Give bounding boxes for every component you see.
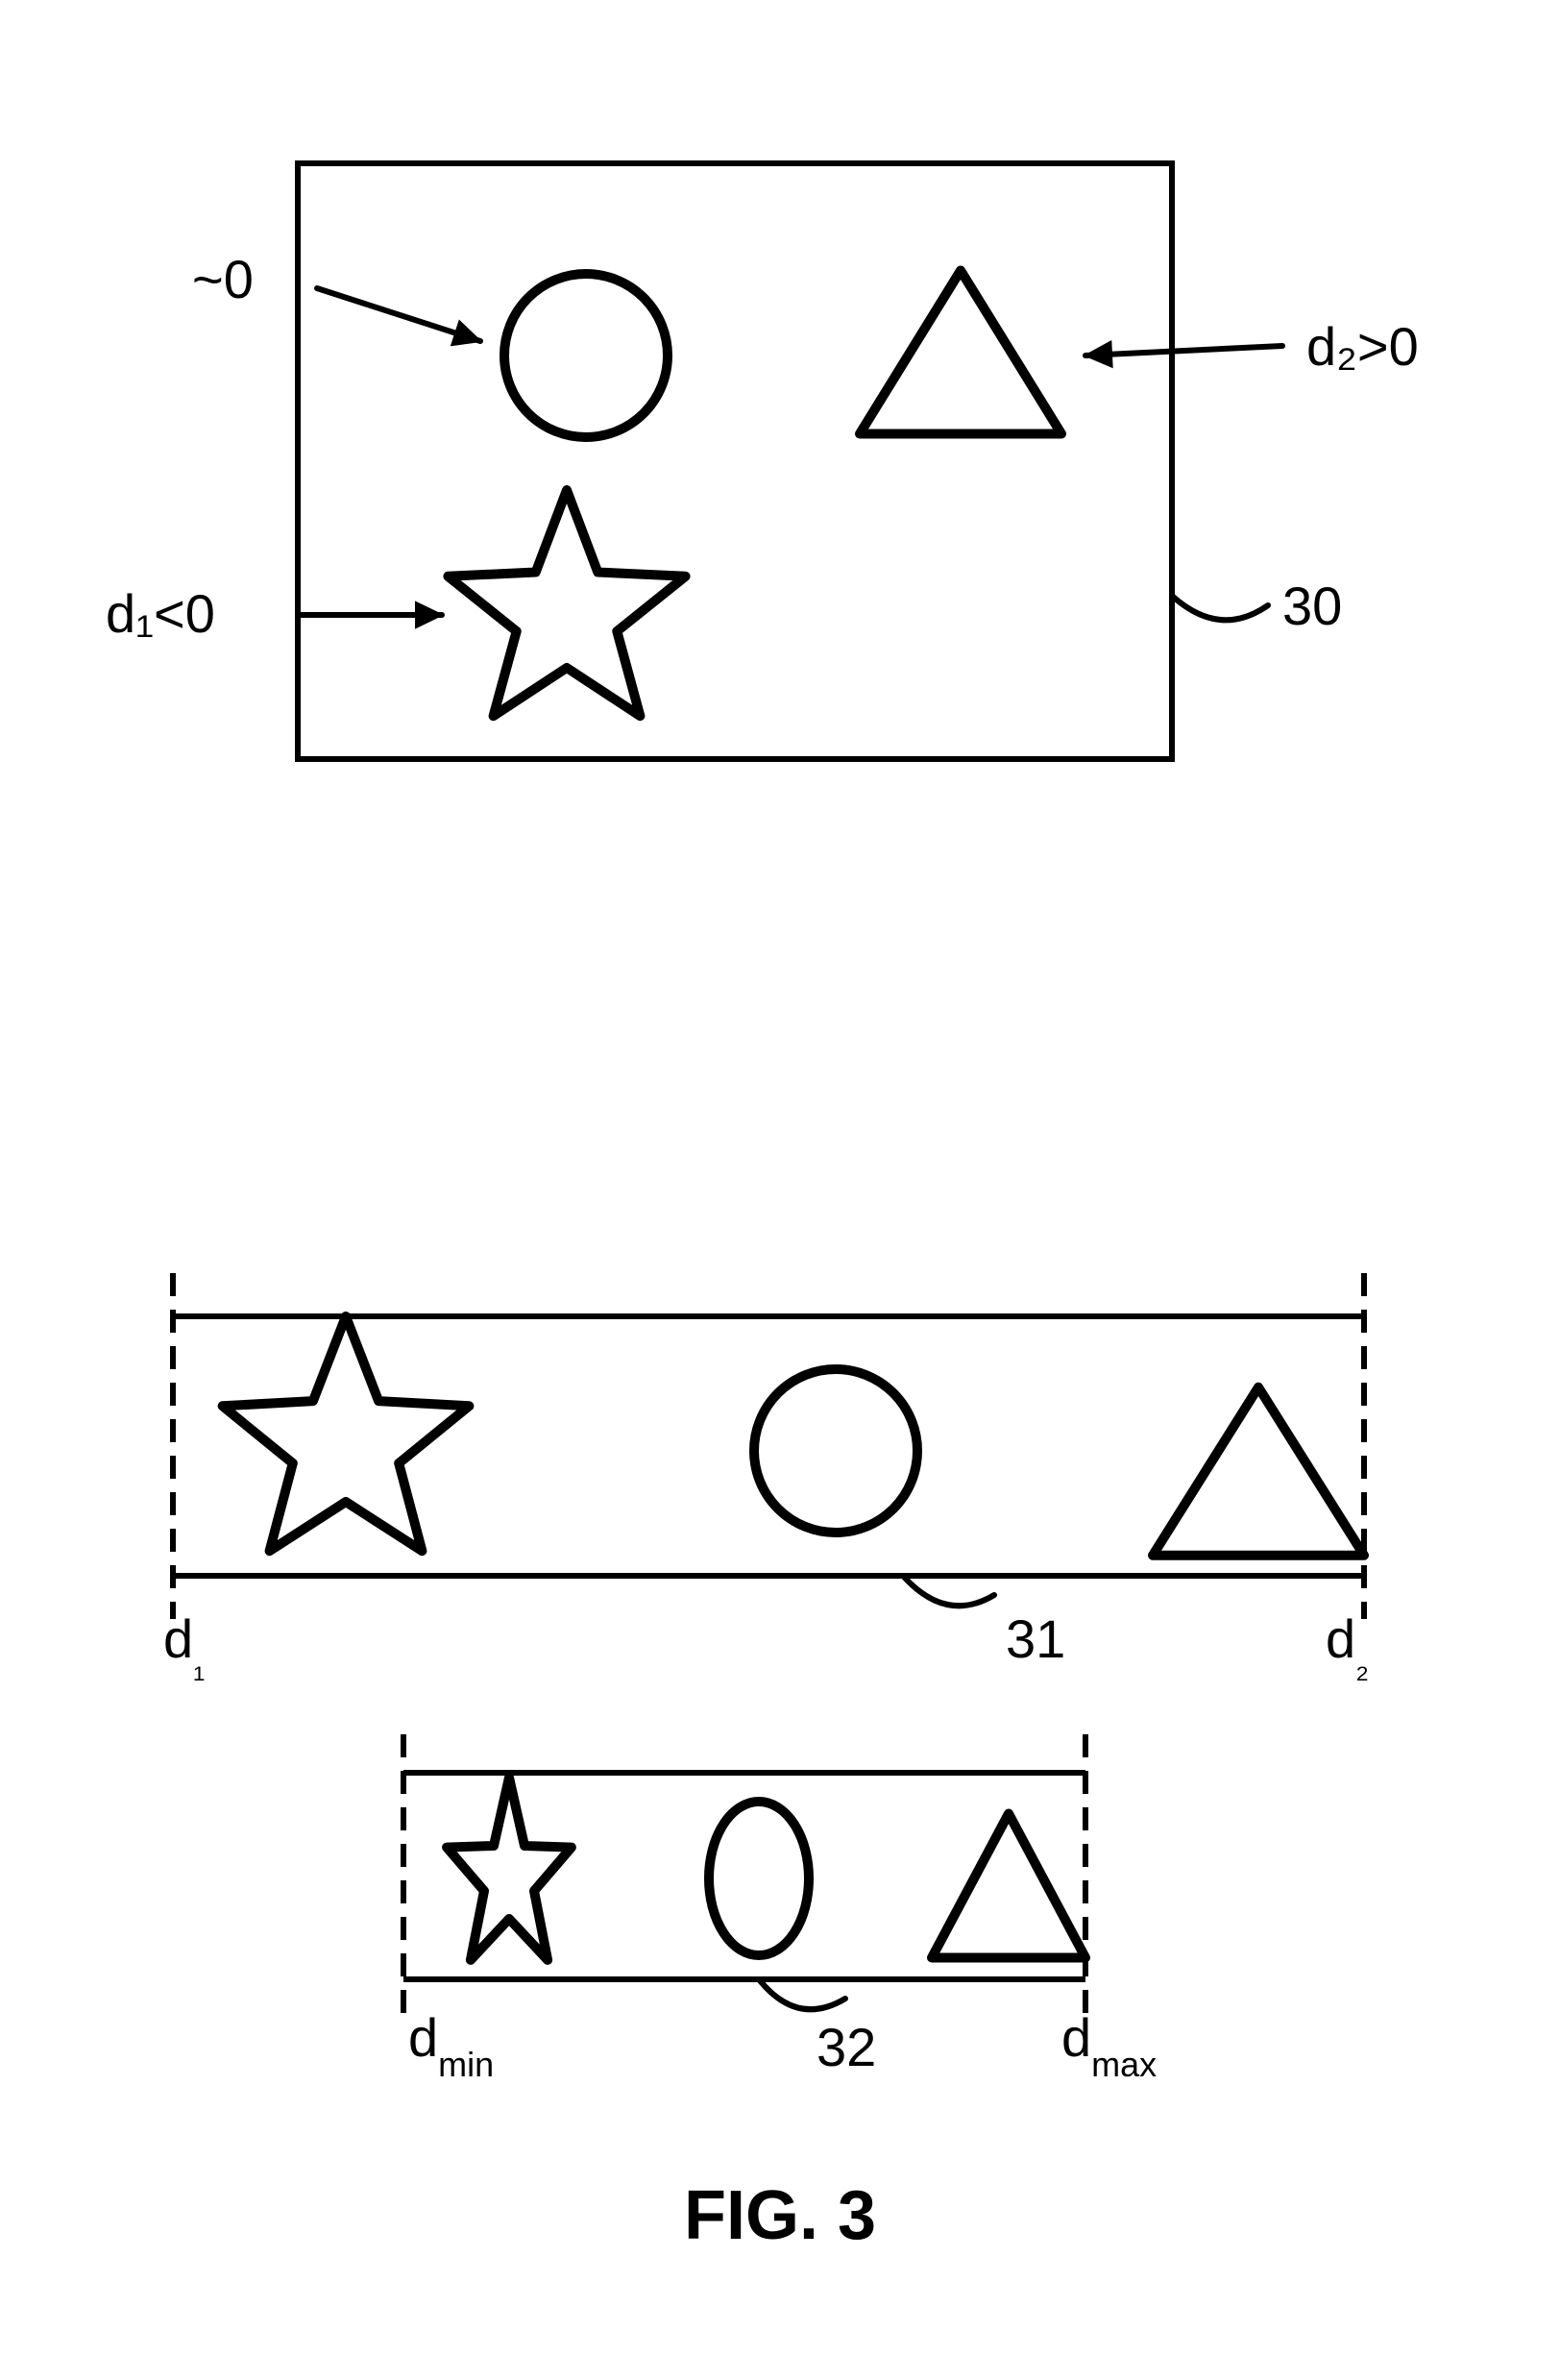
circle-shape <box>754 1369 917 1533</box>
triangle-shape <box>932 1814 1085 1958</box>
star-shape <box>447 1778 572 1960</box>
label: dmin <box>408 2007 494 2084</box>
label: ~0 <box>192 249 254 309</box>
label: 32 <box>817 2017 876 2077</box>
circle-shape <box>504 274 668 437</box>
label: 31 <box>1006 1608 1065 1669</box>
label: 30 <box>1282 576 1342 636</box>
label: d₁ <box>163 1608 205 1685</box>
star-shape <box>223 1316 470 1551</box>
label: dmax <box>1061 2007 1157 2084</box>
label: d₂>0 <box>1306 316 1419 377</box>
label: d₁<0 <box>106 583 215 644</box>
star-shape <box>448 490 685 716</box>
figure-caption: FIG. 3 <box>684 2177 876 2254</box>
triangle-shape <box>860 271 1061 434</box>
label: d₂ <box>1326 1608 1369 1685</box>
triangle-shape <box>1153 1387 1364 1556</box>
ellipse-shape <box>709 1802 809 1955</box>
frame-30 <box>298 163 1172 759</box>
